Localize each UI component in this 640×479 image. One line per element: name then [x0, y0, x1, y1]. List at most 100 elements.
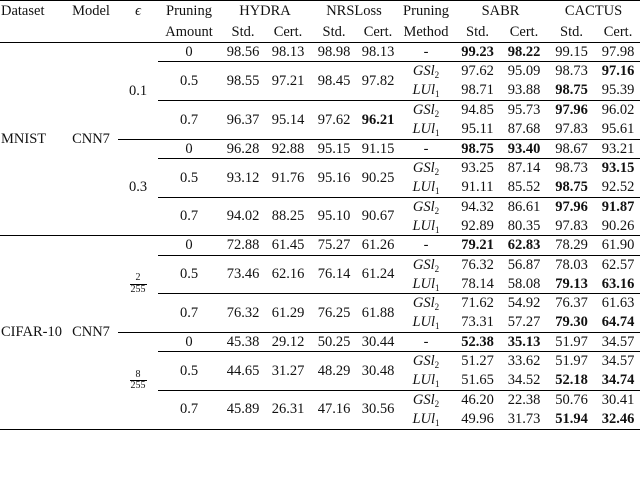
table-row: 0.5 98.55 97.21 98.45 97.82 GSl2 97.62 95.09 98.… [0, 61, 640, 88]
nrs-std-cell: 97.62 [317, 111, 351, 128]
sabr-cert-cell: 86.61 [507, 198, 541, 215]
method-cell: LUl1 [398, 120, 454, 139]
method-cell: GSl2 [398, 390, 454, 409]
method-norm: 1 [435, 282, 440, 293]
sabr-cert-cell: 35.13 [507, 333, 541, 350]
sabr-cert-cell: 95.73 [507, 102, 541, 119]
epsilon-value: 0.3 [128, 179, 148, 196]
cactus-std-cell: 97.83 [555, 120, 588, 137]
table-row: 0.7 76.32 61.29 76.25 61.88 GSl2 71.62 54.92 76.… [0, 293, 640, 320]
sabr-std-cell: 78.14 [461, 275, 494, 292]
hydra-cert-cell: 88.25 [271, 208, 305, 225]
table-row: LUl1 78.14 58.08 79.13 63.16 [0, 274, 640, 293]
amount-cell: 0.7 [179, 208, 199, 225]
table-row: 0.7 94.02 88.25 95.10 90.67 GSl2 94.32 86.61 97.… [0, 197, 640, 223]
sabr-std-cell: 51.27 [461, 353, 494, 370]
method-cell: LUl1 [398, 410, 454, 429]
method-cell: LUl1 [398, 81, 454, 100]
cactus-std-cell: 98.75 [555, 82, 588, 99]
cactus-cert-cell: 30.41 [601, 392, 635, 409]
cactus-std-cell: 51.97 [555, 353, 588, 370]
hydra-cert-cell: 61.29 [271, 304, 305, 321]
sabr-std-cell: 49.96 [461, 410, 494, 427]
method-cell: - [423, 237, 429, 254]
nrs-cert-cell: 98.13 [361, 43, 395, 60]
nrs-std-cell: 50.25 [317, 333, 351, 350]
method-norm: 2 [434, 399, 440, 410]
amount-cell: 0.5 [179, 266, 199, 283]
hydra-std-cell: 98.55 [226, 72, 260, 89]
nrs-cert-cell: 61.88 [361, 304, 395, 321]
cactus-cert-cell: 63.16 [601, 275, 635, 292]
amount-cell: 0 [185, 237, 193, 254]
hydra-std-cell: 72.88 [226, 237, 260, 254]
nrs-cert-cell: 90.67 [361, 208, 395, 225]
method-name: GSl [412, 256, 435, 273]
method-cell: LUl1 [398, 274, 454, 293]
sabr-std-cell: 97.62 [461, 63, 494, 80]
method-norm: 1 [435, 224, 440, 235]
hydra-std-cell: 93.12 [226, 169, 260, 186]
header-nrsloss: NRSLoss [326, 3, 382, 19]
header-hydra: HYDRA [239, 3, 291, 19]
nrs-cert-cell: 91.15 [361, 140, 395, 157]
cactus-std-cell: 76.37 [555, 295, 588, 312]
sabr-std-cell: 95.11 [461, 120, 494, 137]
sabr-std-cell: 51.65 [461, 372, 494, 389]
table-row: LUl1 91.11 85.52 98.75 92.52 [0, 178, 640, 197]
cactus-std-cell: 78.29 [555, 237, 588, 254]
method-norm: 2 [434, 205, 440, 216]
amount-cell: 0.7 [179, 304, 199, 321]
nrs-cert-cell: 30.44 [361, 333, 395, 350]
hydra-std-cell: 45.89 [226, 401, 260, 418]
hydra-cert-cell: 98.13 [271, 43, 305, 60]
header-amount: Amount [165, 23, 213, 40]
sabr-std-cell: 99.23 [461, 43, 494, 60]
method-name: LUl [412, 178, 436, 195]
cactus-std-cell: 98.75 [555, 178, 588, 195]
nrs-cert-cell: 90.25 [361, 169, 395, 186]
hydra-cert-cell: 31.27 [271, 362, 305, 379]
table-row: CIFAR-10 CNN7 2 255 0 72.88 61.45 75.27 61.26-79… [0, 235, 640, 339]
dataset-name: CIFAR-10 [1, 324, 62, 341]
table-row: LUl1 98.71 93.88 98.75 95.39 [0, 81, 640, 100]
hydra-cert-cell: 91.76 [271, 169, 305, 186]
method-name: LUl [412, 314, 436, 331]
cactus-std-cell: 97.96 [555, 198, 588, 215]
cactus-cert-cell: 34.57 [601, 353, 635, 370]
header-method: Method [403, 23, 449, 40]
hydra-std-cell: 96.37 [226, 111, 260, 128]
sabr-std-cell: 76.32 [461, 256, 494, 273]
hydra-cert-cell: 26.31 [271, 401, 305, 418]
method-name: GSl [412, 63, 435, 80]
cactus-cert-cell: 62.57 [601, 256, 635, 273]
hydra-cert-cell: 92.88 [271, 140, 305, 157]
epsilon-denominator: 255 [130, 283, 146, 295]
cactus-std-cell: 97.96 [555, 102, 588, 119]
epsilon-value: 8 255 [118, 332, 158, 429]
cactus-cert-cell: 61.63 [601, 295, 635, 312]
header-pruning: Pruning [166, 3, 212, 19]
method-name: GSl [412, 392, 435, 409]
method-norm: 1 [435, 379, 440, 390]
cactus-std-cell: 98.67 [555, 140, 588, 157]
amount-cell: 0.5 [179, 169, 199, 186]
header-cactus: CACTUS [564, 3, 623, 19]
cactus-std-cell: 51.94 [555, 410, 588, 427]
sabr-std-cell: 94.32 [461, 198, 494, 215]
amount-cell: 0.5 [179, 362, 199, 379]
cactus-std-cell: 97.83 [555, 217, 588, 234]
nrs-std-cell: 47.16 [317, 401, 351, 418]
table-row: 0.5 44.65 31.27 48.29 30.48 GSl2 51.27 33.62 51.… [0, 351, 640, 378]
method-norm: 1 [435, 185, 440, 196]
method-name: LUl [412, 120, 436, 137]
nrs-std-cell: 76.25 [317, 304, 351, 321]
amount-cell: 0 [185, 333, 193, 350]
hydra-std-cell: 73.46 [226, 266, 260, 283]
sabr-cert-cell: 95.09 [507, 63, 541, 80]
nrs-cert-cell: 96.21 [361, 111, 395, 128]
header-nrs-std: Std. [322, 23, 346, 40]
method-name: LUl [412, 372, 436, 389]
method-name: GSl [412, 102, 435, 119]
sabr-cert-cell: 93.40 [507, 140, 541, 157]
